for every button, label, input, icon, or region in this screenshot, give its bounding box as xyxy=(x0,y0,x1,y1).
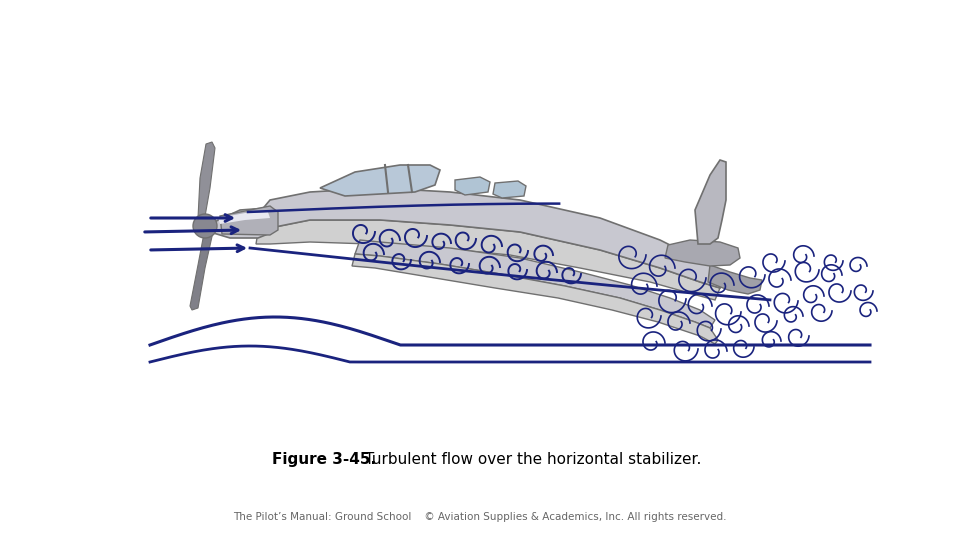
Polygon shape xyxy=(493,181,526,198)
Text: Figure 3-45.: Figure 3-45. xyxy=(272,452,376,467)
Text: The Pilot’s Manual: Ground School    © Aviation Supplies & Academics, Inc. All r: The Pilot’s Manual: Ground School © Avia… xyxy=(233,512,727,522)
Polygon shape xyxy=(256,220,720,300)
Polygon shape xyxy=(218,212,270,224)
Polygon shape xyxy=(255,188,730,288)
Polygon shape xyxy=(455,177,490,195)
Text: Turbulent flow over the horizontal stabilizer.: Turbulent flow over the horizontal stabi… xyxy=(360,452,702,467)
Polygon shape xyxy=(355,240,715,328)
Polygon shape xyxy=(190,228,213,310)
Polygon shape xyxy=(695,160,726,244)
Polygon shape xyxy=(352,254,718,344)
Polygon shape xyxy=(210,208,275,238)
Polygon shape xyxy=(665,240,740,266)
Polygon shape xyxy=(198,142,215,224)
Polygon shape xyxy=(220,206,278,235)
Polygon shape xyxy=(708,265,762,294)
Circle shape xyxy=(193,214,217,238)
Polygon shape xyxy=(320,165,440,196)
